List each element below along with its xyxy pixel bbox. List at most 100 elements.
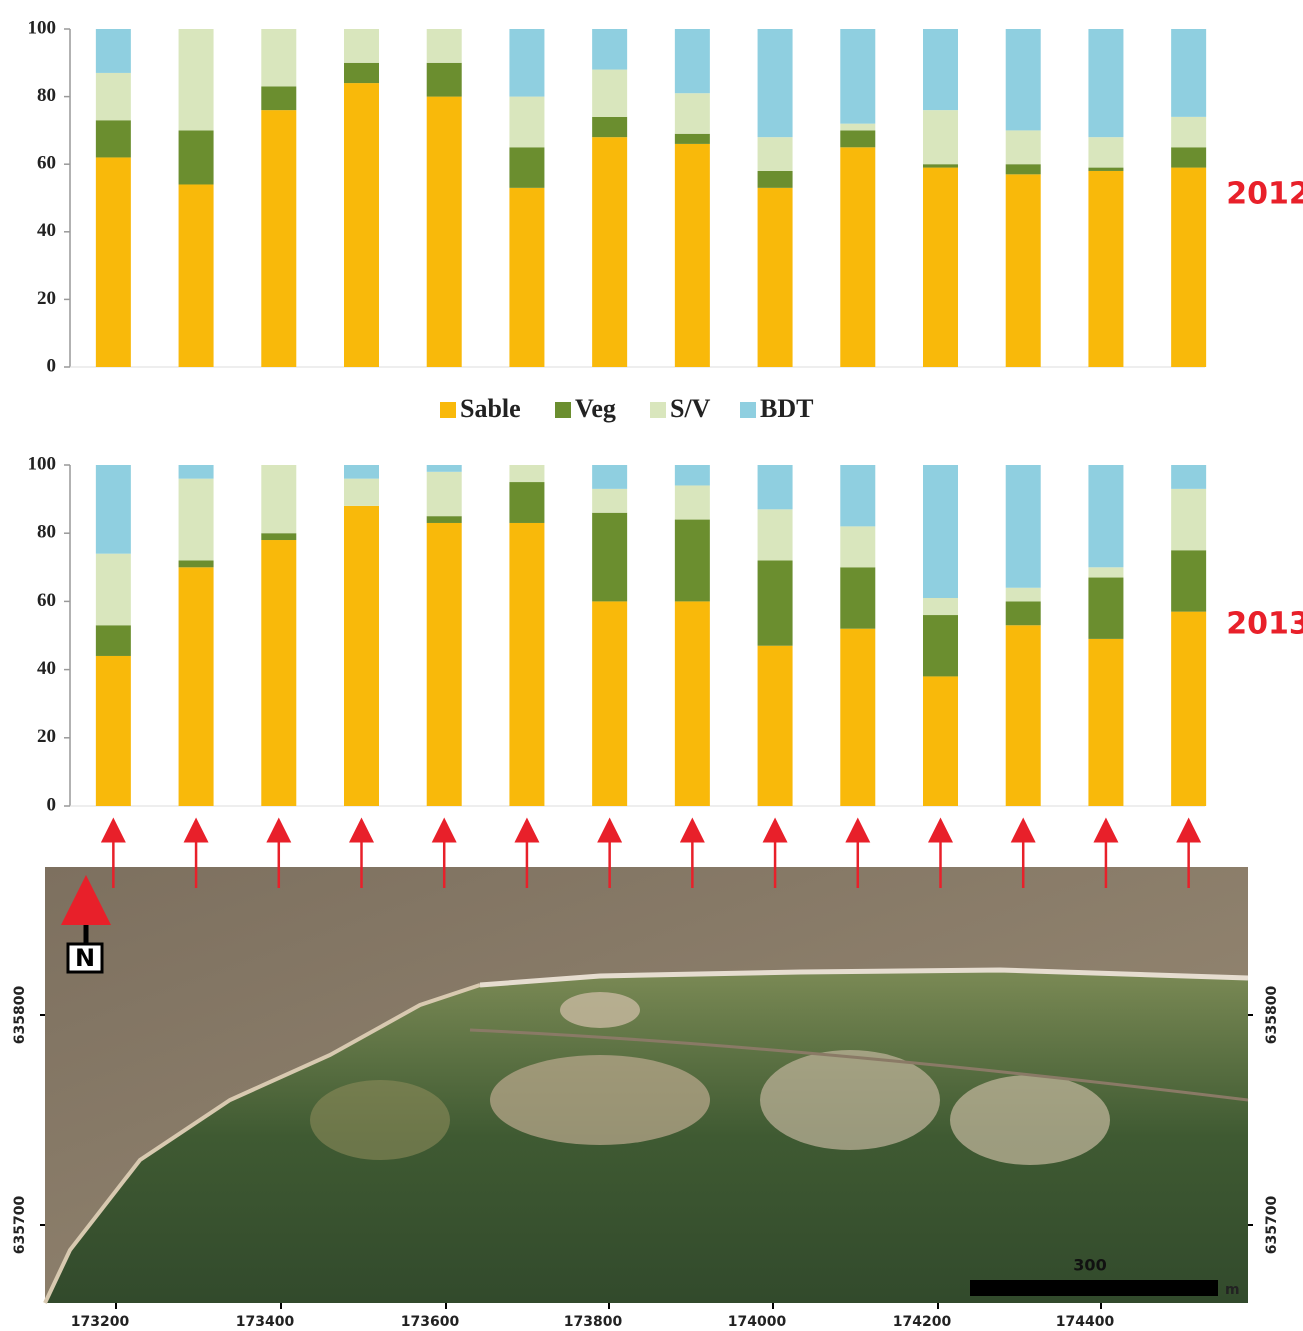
bar-segment bbox=[674, 93, 710, 134]
bar-segment bbox=[840, 147, 876, 367]
bar-segment bbox=[1005, 625, 1041, 806]
bar-segment bbox=[1088, 29, 1124, 138]
beach bbox=[43, 983, 481, 1304]
bar-segment bbox=[426, 522, 462, 806]
bar-segment bbox=[509, 29, 545, 97]
bar-segment bbox=[923, 164, 958, 168]
bar-segment bbox=[261, 540, 297, 806]
bar-segment bbox=[1171, 465, 1207, 489]
bar-segment bbox=[95, 29, 131, 73]
bar-segment bbox=[178, 478, 214, 561]
bar-segment bbox=[95, 625, 131, 656]
bar-segment bbox=[1088, 465, 1124, 568]
map-y-label: 635800 bbox=[1264, 986, 1280, 1045]
bar-segment bbox=[1005, 174, 1041, 367]
bar-segment bbox=[261, 533, 297, 541]
bar-segment bbox=[840, 123, 876, 131]
bar-segment bbox=[509, 465, 545, 483]
bar-segment bbox=[757, 465, 793, 510]
bar-segment bbox=[509, 147, 545, 188]
bar-segment bbox=[178, 560, 214, 568]
sand-area bbox=[560, 992, 640, 1028]
bar-segment bbox=[178, 465, 214, 479]
bar-segment bbox=[1171, 488, 1207, 551]
bar-segment bbox=[509, 522, 545, 806]
bar-segment bbox=[344, 83, 379, 367]
bar-segment bbox=[923, 110, 958, 165]
bar-segment bbox=[426, 471, 462, 517]
y-tick-label: 40 bbox=[37, 658, 56, 679]
bar-segment bbox=[840, 567, 876, 629]
bar-segment bbox=[426, 29, 462, 63]
bar-segment bbox=[923, 167, 958, 367]
bar-segment bbox=[95, 157, 131, 367]
bar-segment bbox=[592, 116, 628, 138]
bar-segment bbox=[1088, 170, 1124, 367]
bar-segment bbox=[178, 567, 214, 806]
bar-segment bbox=[426, 96, 462, 367]
legend-swatch bbox=[740, 402, 756, 418]
bar-segment bbox=[674, 519, 710, 602]
scale-bar bbox=[970, 1280, 1218, 1296]
y-tick-label: 20 bbox=[37, 726, 56, 747]
field bbox=[310, 1080, 450, 1160]
bar-segment bbox=[840, 628, 876, 806]
legend-label: Veg bbox=[575, 394, 616, 423]
scale-unit: m bbox=[1225, 1282, 1240, 1298]
bar-segment bbox=[592, 29, 628, 70]
bar-segment bbox=[1171, 29, 1207, 117]
bar-segment bbox=[95, 553, 131, 626]
bar-segment bbox=[1005, 130, 1041, 165]
bar-segment bbox=[509, 187, 545, 367]
bar-segment bbox=[1088, 567, 1124, 578]
sand-area bbox=[490, 1055, 710, 1145]
bar-segment bbox=[178, 29, 214, 131]
legend-label: S/V bbox=[670, 394, 711, 423]
bar-segment bbox=[674, 133, 710, 144]
bar-segment bbox=[1171, 116, 1207, 148]
bar-segment bbox=[344, 505, 379, 806]
bar-segment bbox=[178, 130, 214, 185]
bar-segment bbox=[592, 69, 628, 117]
bar-segment bbox=[757, 170, 793, 188]
sand-area bbox=[950, 1075, 1110, 1165]
bar-segment bbox=[923, 615, 958, 677]
bar-segment bbox=[840, 526, 876, 568]
bar-segment bbox=[674, 465, 710, 486]
bar-segment bbox=[261, 465, 297, 534]
bar-segment bbox=[344, 478, 379, 506]
bar-segment bbox=[1005, 465, 1041, 588]
bar-segment bbox=[757, 187, 793, 367]
bar-segment bbox=[757, 137, 793, 171]
y-tick-label: 80 bbox=[37, 85, 56, 106]
y-tick-label: 100 bbox=[28, 453, 57, 474]
bar-segment bbox=[674, 601, 710, 806]
bar-segment bbox=[1088, 638, 1124, 806]
bar-segment bbox=[757, 560, 793, 646]
bar-segment bbox=[1171, 167, 1207, 367]
legend-label: BDT bbox=[760, 394, 813, 423]
bar-segment bbox=[592, 601, 628, 806]
y-tick-label: 40 bbox=[37, 220, 56, 241]
bar-segment bbox=[95, 120, 131, 158]
north-label: N bbox=[75, 944, 95, 972]
bar-segment bbox=[344, 465, 379, 479]
bar-segment bbox=[509, 96, 545, 148]
bar-segment bbox=[592, 488, 628, 513]
bar-segment bbox=[1171, 611, 1207, 806]
road bbox=[469, 1028, 1249, 1102]
map-x-label: 173200 bbox=[71, 1314, 130, 1330]
bar-segment bbox=[1171, 147, 1207, 168]
y-tick-label: 20 bbox=[37, 288, 56, 309]
legend-swatch bbox=[555, 402, 571, 418]
bar-segment bbox=[840, 465, 876, 527]
bar-segment bbox=[1005, 587, 1041, 602]
bar-segment bbox=[592, 512, 628, 602]
bar-segment bbox=[426, 465, 462, 472]
y-tick-label: 60 bbox=[37, 153, 56, 174]
bar-segment bbox=[344, 29, 379, 63]
bar-segment bbox=[757, 645, 793, 806]
bar-segment bbox=[1005, 164, 1041, 175]
y-tick-label: 60 bbox=[37, 590, 56, 611]
bar-segment bbox=[923, 597, 958, 616]
